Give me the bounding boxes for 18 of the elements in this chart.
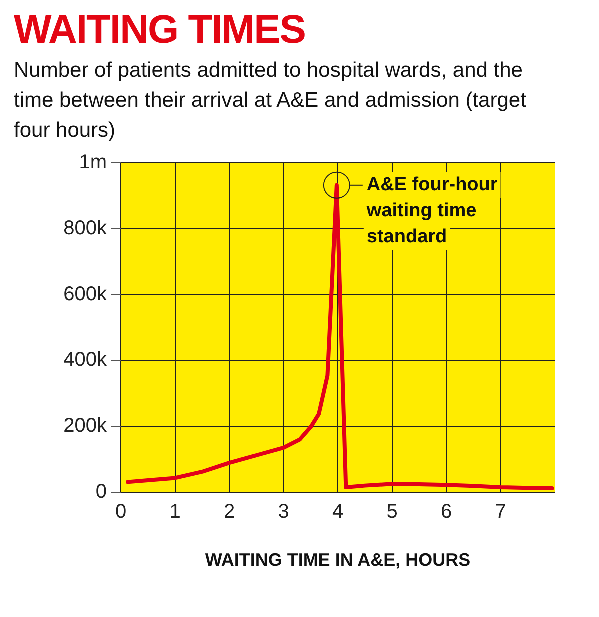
y-tick-label: 200k — [64, 415, 108, 438]
chart-title: WAITING TIMES — [14, 8, 306, 52]
x-tick-label: 0 — [115, 500, 127, 523]
x-tick-label: 1 — [170, 500, 181, 523]
y-tick-label: 800k — [64, 217, 108, 240]
x-tick-label: 3 — [278, 500, 290, 523]
x-tick-label: 7 — [495, 500, 506, 523]
chart-subtitle: Number of patients admitted to hospital wards, and the time between their arrival at A&E and admission (target four hours) — [14, 58, 528, 144]
y-tick-label: 1m — [79, 152, 107, 174]
annotation: A&E four-hour waiting time standard — [366, 174, 498, 248]
y-tick-label: 400k — [64, 349, 108, 372]
y-tick-label: 600k — [64, 283, 108, 306]
x-tick-label: 5 — [386, 500, 398, 523]
x-tick-label: 6 — [440, 500, 452, 523]
y-tick-label: 0 — [96, 480, 107, 503]
x-tick-label: 2 — [224, 500, 236, 523]
x-axis-title: WAITING TIME IN A&E, HOURS — [205, 550, 471, 570]
x-tick-label: 4 — [332, 500, 344, 523]
